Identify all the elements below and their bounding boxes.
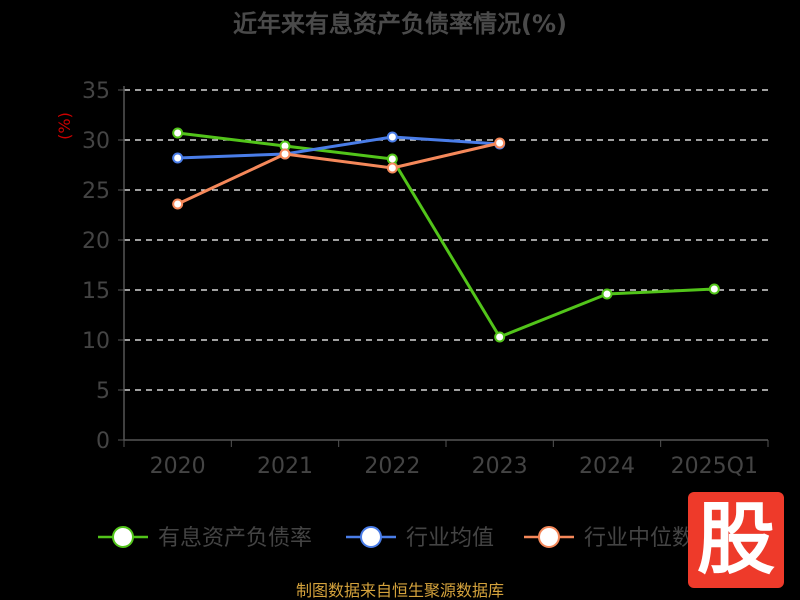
- series-line: [177, 141, 501, 206]
- y-tick-label: 15: [82, 279, 110, 304]
- data-point: [172, 152, 184, 164]
- data-point: [601, 288, 613, 300]
- data-point: [708, 283, 720, 295]
- legend-label: 行业中位数: [584, 526, 694, 551]
- legend-marker: [360, 526, 382, 548]
- legend-label: 行业均值: [406, 526, 494, 551]
- data-point: [494, 331, 506, 343]
- legend: 有息资产负债率 行业均值 行业中位数: [98, 526, 694, 551]
- x-tick-label: 2023: [472, 454, 528, 479]
- y-tick-label: 20: [82, 229, 110, 254]
- y-axis-label: (%): [55, 112, 74, 140]
- stock-logo-glyph: 股: [696, 495, 775, 585]
- data-point: [386, 131, 398, 143]
- data-point: [172, 127, 184, 139]
- legend-marker: [112, 526, 134, 548]
- y-tick-label: 25: [82, 179, 110, 204]
- x-tick-label: 2025Q1: [671, 454, 758, 479]
- x-tick-labels: 2020 2021 2022 2023 2024 2025Q1: [150, 454, 758, 479]
- y-tick-label: 10: [82, 329, 110, 354]
- data-point: [172, 198, 184, 210]
- data-point: [386, 162, 398, 174]
- series-line: [177, 135, 500, 160]
- y-tick-labels: 0 5 10 15 20 25 30 35: [82, 79, 110, 454]
- data-point: [279, 148, 291, 160]
- legend-marker: [538, 526, 560, 548]
- gridlines: [124, 89, 768, 391]
- axes: [118, 86, 769, 447]
- y-tick-label: 30: [82, 129, 110, 154]
- data-point: [494, 137, 506, 149]
- y-tick-label: 0: [96, 429, 110, 454]
- x-tick-label: 2022: [364, 454, 420, 479]
- chart-title: 近年来有息资产负债率情况(%): [233, 10, 567, 38]
- y-tick-label: 35: [82, 79, 110, 104]
- y-tick-label: 5: [96, 379, 110, 404]
- series-lines: [172, 127, 720, 343]
- x-tick-label: 2024: [579, 454, 635, 479]
- source-note: 制图数据来自恒生聚源数据库: [296, 581, 504, 600]
- x-tick-label: 2020: [150, 454, 206, 479]
- x-tick-label: 2021: [257, 454, 313, 479]
- series-line: [177, 131, 715, 339]
- legend-label: 有息资产负债率: [158, 526, 312, 551]
- stock-logo: 股: [688, 492, 784, 588]
- data-point: [386, 153, 398, 165]
